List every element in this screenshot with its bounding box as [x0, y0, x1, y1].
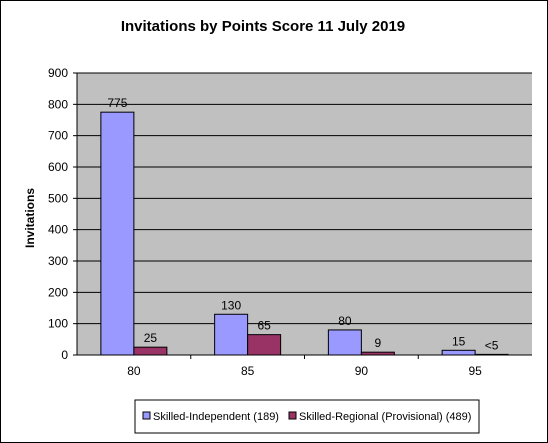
- y-tick-label: 200: [48, 285, 68, 299]
- y-tick-label: 700: [48, 129, 68, 143]
- bar: [133, 346, 168, 356]
- legend-swatch: [142, 411, 151, 420]
- data-label: <5: [485, 338, 499, 352]
- y-tick-label: 400: [48, 223, 68, 237]
- chart-title: Invitations by Points Score 11 July 2019: [121, 18, 405, 35]
- data-label: 775: [107, 96, 127, 110]
- bar: [214, 313, 249, 356]
- x-tick-label: 80: [127, 364, 141, 378]
- legend-label: Skilled-Independent (189): [153, 411, 279, 423]
- x-tick-label: 90: [355, 364, 369, 378]
- data-labels: 775 25 130 65 80 9 15 <5: [107, 96, 498, 352]
- y-tick-label: 600: [48, 160, 68, 174]
- data-label: 9: [375, 336, 382, 350]
- y-axis-label: Invitations: [23, 188, 37, 248]
- bars: [100, 111, 509, 356]
- bar: [100, 111, 135, 356]
- gridlines: [77, 72, 532, 325]
- y-tick-label: 800: [48, 97, 68, 111]
- bar: [441, 349, 476, 356]
- legend: Skilled-Independent (189) Skilled-Regiona…: [134, 399, 480, 434]
- data-label: 15: [452, 334, 466, 348]
- y-tick-label: 300: [48, 254, 68, 268]
- x-tick-label: 95: [468, 364, 482, 378]
- legend-swatch: [288, 411, 297, 420]
- legend-label: Skilled-Regional (Provisional) (489): [299, 411, 471, 423]
- y-tick-label: 0: [61, 348, 68, 362]
- y-axis-ticks: 0 100 200 300 400 500 600 700 800 900: [48, 66, 77, 362]
- y-tick-label: 100: [48, 317, 68, 331]
- x-tick-label: 85: [241, 364, 255, 378]
- data-label: 130: [221, 298, 241, 312]
- legend-box: [134, 399, 480, 434]
- bar: [327, 329, 362, 356]
- plot-area: [77, 73, 532, 355]
- bar: [247, 334, 282, 356]
- data-label: 25: [144, 331, 158, 345]
- x-axis-ticks: 80 85 90 95: [127, 355, 482, 378]
- data-label: 65: [257, 319, 271, 333]
- data-label: 80: [338, 314, 352, 328]
- y-tick-label: 900: [48, 66, 68, 80]
- y-tick-label: 500: [48, 191, 68, 205]
